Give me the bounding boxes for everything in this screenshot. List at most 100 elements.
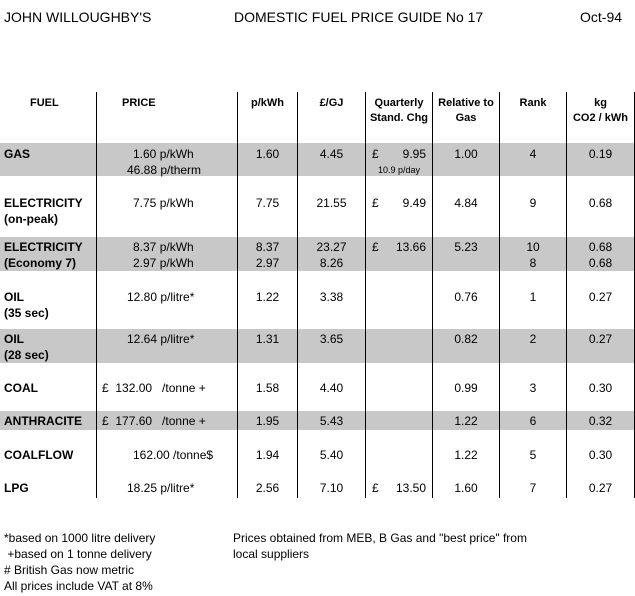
row-band-anthracite xyxy=(0,411,635,430)
currency-symbol: £ xyxy=(372,147,379,161)
col-header-rank: Rank xyxy=(519,97,547,109)
rank-value: 1 xyxy=(529,290,537,304)
rank-value: 9 xyxy=(529,196,537,210)
author: JOHN WILLOUGHBY'S xyxy=(4,9,152,25)
col-header-fuel: FUEL xyxy=(30,97,59,109)
price-primary: 162.00 /tonne$ xyxy=(133,448,214,462)
rank-value: 6 xyxy=(529,414,537,428)
col-header-relative: Relative to Gas xyxy=(433,96,499,126)
fuel-subname: (28 sec) xyxy=(4,348,49,362)
pkwh-value: 1.58 xyxy=(255,381,280,395)
col-header-quarterly: Quarterly Stand. Chg xyxy=(366,96,432,126)
pkwh-value: 8.37 xyxy=(255,240,280,254)
fuel-name: ANTHRACITE xyxy=(4,414,82,428)
col-header-quarterly-line2: Stand. Chg xyxy=(369,112,429,124)
page-title: DOMESTIC FUEL PRICE GUIDE No 17 xyxy=(234,9,484,25)
currency-symbol: £ xyxy=(372,196,379,210)
issue-date: Oct-94 xyxy=(580,9,623,25)
gj-value: 4.40 xyxy=(319,381,344,395)
relative-value: 0.99 xyxy=(454,381,478,395)
relative-value: 4.84 xyxy=(454,196,478,210)
price-primary: 12.64 p/litre* xyxy=(127,332,195,346)
fuel-subname: (Economy 7) xyxy=(4,256,77,270)
rank-value: 7 xyxy=(529,481,537,495)
relative-value: 1.22 xyxy=(454,448,478,462)
pkwh-value-secondary: 2.97 xyxy=(255,256,280,270)
gj-value: 4.45 xyxy=(319,147,344,161)
co2-value: 0.68 xyxy=(588,196,613,210)
pkwh-value: 1.60 xyxy=(255,147,280,161)
price-primary: 7.75 p/kWh xyxy=(133,196,194,210)
standing-charge: 13.50 xyxy=(395,481,426,495)
col-header-relative-line1: Relative to xyxy=(438,97,494,109)
pkwh-value: 1.22 xyxy=(255,290,280,304)
footnote-litre: *based on 1000 litre delivery xyxy=(4,531,156,545)
relative-value: 0.82 xyxy=(454,332,478,346)
fuel-name: COAL xyxy=(4,381,38,395)
col-header-pkwh: p/kWh xyxy=(251,97,284,109)
footnote-vat: All prices include VAT at 8% xyxy=(4,579,153,593)
divider xyxy=(297,92,298,498)
fuel-name: GAS xyxy=(4,147,31,161)
col-header-quarterly-line1: Quarterly xyxy=(374,97,424,109)
divider xyxy=(566,92,567,498)
divider xyxy=(365,92,366,498)
pkwh-value: 1.31 xyxy=(255,332,280,346)
row-band-gas xyxy=(0,143,635,176)
divider xyxy=(432,92,433,498)
col-header-relative-line2: Gas xyxy=(455,112,477,124)
fuel-name: OIL xyxy=(4,332,24,346)
price-secondary: 46.88 p/therm xyxy=(127,163,202,177)
source-note-line2: local suppliers xyxy=(233,547,310,561)
gj-value-secondary: 8.26 xyxy=(319,256,344,270)
price-primary: 8.37 p/kWh xyxy=(133,240,194,254)
co2-value-secondary: 0.68 xyxy=(588,256,613,270)
fuel-name: COALFLOW xyxy=(4,448,74,462)
rank-value: 5 xyxy=(529,448,537,462)
co2-value: 0.68 xyxy=(588,240,613,254)
price-primary: £ 132.00 /tonne + xyxy=(102,381,206,395)
col-header-co2-line2: CO2 / kWh xyxy=(572,112,628,124)
gj-value: 7.10 xyxy=(319,481,344,495)
divider xyxy=(237,92,238,498)
footnote-metric: # British Gas now metric xyxy=(4,563,135,577)
gj-value: 5.40 xyxy=(319,448,344,462)
rank-value: 2 xyxy=(529,332,537,346)
price-primary: £ 177.60 /tonne + xyxy=(102,414,206,428)
rank-value: 10 xyxy=(526,240,540,254)
standing-charge: 9.49 xyxy=(402,196,426,210)
fuel-name: ELECTRICITY xyxy=(4,196,83,210)
relative-value: 1.60 xyxy=(454,481,478,495)
fuel-name: OIL xyxy=(4,290,24,304)
co2-value: 0.27 xyxy=(588,332,613,346)
price-primary: 1.60 p/kWh xyxy=(133,147,194,161)
co2-value: 0.19 xyxy=(588,147,613,161)
rank-value-secondary: 8 xyxy=(529,256,537,270)
price-primary: 18.25 p/litre* xyxy=(127,481,195,495)
relative-value: 5.23 xyxy=(454,240,478,254)
currency-symbol: £ xyxy=(372,481,379,495)
row-band-economy7 xyxy=(0,237,635,271)
pkwh-value: 1.94 xyxy=(255,448,280,462)
co2-value: 0.27 xyxy=(588,481,613,495)
price-primary: 12.80 p/litre* xyxy=(127,290,195,304)
gj-value: 5.43 xyxy=(319,414,344,428)
fuel-name: ELECTRICITY xyxy=(4,240,83,254)
co2-value: 0.30 xyxy=(588,448,613,462)
col-header-price: PRICE xyxy=(122,97,156,109)
co2-value: 0.32 xyxy=(588,414,613,428)
footnote-tonne: +based on 1 tonne delivery xyxy=(4,547,152,561)
gj-value: 23.27 xyxy=(316,240,347,254)
standing-charge-note: 10.9 p/day xyxy=(377,165,421,175)
source-note-line1: Prices obtained from MEB, B Gas and "bes… xyxy=(233,531,527,545)
gj-value: 3.65 xyxy=(319,332,344,346)
gj-value: 3.38 xyxy=(319,290,344,304)
divider xyxy=(499,92,500,498)
gj-value: 21.55 xyxy=(316,196,347,210)
fuel-subname: (35 sec) xyxy=(4,306,49,320)
relative-value: 1.22 xyxy=(454,414,478,428)
col-header-co2: kg CO2 / kWh xyxy=(567,96,634,126)
rank-value: 3 xyxy=(529,381,537,395)
co2-value: 0.30 xyxy=(588,381,613,395)
pkwh-value: 2.56 xyxy=(255,481,280,495)
